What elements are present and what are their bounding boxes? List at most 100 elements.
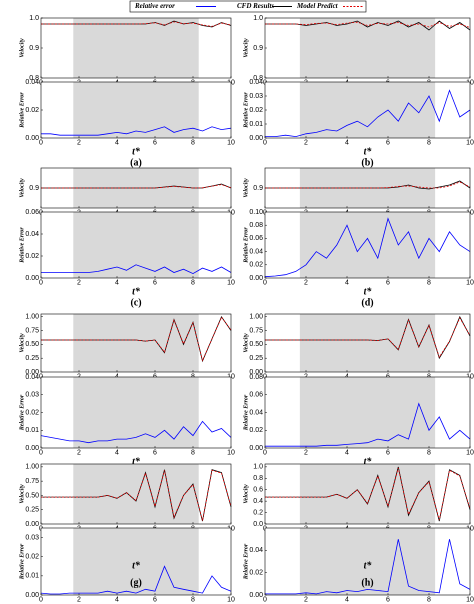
y-tick-label: 0.00	[25, 135, 39, 142]
y-tick-label: 0.02	[25, 409, 39, 416]
y-tick-label: 0.9	[29, 45, 39, 52]
series-line	[265, 89, 471, 138]
y-tick-label: 0.9	[29, 185, 39, 192]
y-tick-label: 0.50	[25, 341, 39, 348]
panel-label: (d)	[361, 297, 373, 308]
y-tick-label: 0.06	[249, 235, 263, 242]
y-tick-label: 0.10	[249, 209, 263, 216]
x-tick-label: 8	[191, 596, 195, 603]
series-line	[41, 184, 232, 189]
shaded-region	[299, 377, 436, 448]
y-tick-label: 0.01	[25, 573, 39, 580]
x-tick-label: 6	[153, 596, 157, 603]
y-axis-label: Velocity	[243, 333, 249, 353]
x-tick-label: 2	[304, 449, 308, 456]
x-tick-label: 2	[304, 279, 308, 286]
axes-frame	[40, 17, 232, 79]
series-line	[264, 217, 471, 278]
x-axis-label: t*	[132, 560, 141, 571]
x-tick-label: 0	[39, 596, 43, 603]
x-tick-label: 6	[153, 279, 157, 286]
y-tick-label: 0.2	[253, 509, 263, 516]
series-line	[41, 264, 232, 275]
legend-label: Model Predict	[296, 2, 339, 10]
y-tick-label: 0.00	[25, 275, 39, 282]
x-tick-label: 2	[77, 596, 81, 603]
axes-frame	[264, 17, 471, 79]
x-axis-label: t*	[132, 456, 141, 467]
y-tick-label: 0.00	[249, 275, 263, 282]
y-tick-label: 0.02	[25, 253, 39, 260]
shaded-region	[73, 314, 199, 372]
axes-frame	[264, 376, 471, 449]
y-tick-label: 0.02	[25, 107, 39, 114]
y-tick-label: 0.25	[25, 507, 39, 514]
x-axis-label: t*	[364, 146, 373, 157]
legend-label: CFD Results	[237, 2, 274, 10]
axes-frame	[40, 167, 232, 209]
x-axis-label: t*	[132, 146, 141, 157]
y-tick-label: 1.00	[25, 464, 39, 471]
series-line	[265, 539, 471, 595]
x-tick-label: 6	[153, 139, 157, 146]
x-tick-label: 10	[227, 279, 235, 286]
y-axis-label: Relative Error	[19, 394, 25, 431]
y-tick-label: 0.02	[249, 262, 263, 269]
y-tick-label: 0.03	[249, 93, 263, 100]
y-tick-label: 0.00	[249, 135, 263, 142]
y-tick-label: 0.00	[25, 369, 39, 376]
x-tick-label: 8	[427, 449, 431, 456]
y-tick-label: 0.02	[25, 554, 39, 561]
x-axis-label: t*	[364, 560, 373, 571]
y-axis-label: Relative Error	[19, 543, 25, 580]
series-line	[40, 565, 232, 595]
legend-label: Relative error	[134, 2, 175, 10]
x-tick-label: 6	[386, 139, 390, 146]
axes-frame	[40, 527, 232, 596]
x-tick-label: 0	[263, 139, 267, 146]
y-axis-label: Velocity	[243, 178, 249, 198]
series-line	[265, 181, 471, 189]
axes-frame	[40, 463, 232, 525]
x-tick-label: 8	[427, 596, 431, 603]
x-tick-label: 10	[466, 596, 474, 603]
x-tick-label: 10	[466, 279, 474, 286]
axes-frame	[264, 211, 471, 279]
y-axis-label: Velocity	[243, 38, 249, 58]
axes-frame	[40, 211, 232, 279]
x-tick-label: 4	[345, 139, 349, 146]
axes-frame	[40, 313, 232, 373]
y-axis-label: Relative Error	[243, 543, 249, 580]
x-axis-label: t*	[364, 456, 373, 467]
x-tick-label: 10	[466, 139, 474, 146]
series-line	[265, 317, 471, 359]
y-axis-label: Velocity	[243, 484, 249, 504]
x-axis-label: t*	[132, 286, 141, 297]
series-line	[265, 467, 471, 521]
panel-label: (a)	[130, 157, 142, 168]
y-tick-label: 0.00	[25, 592, 39, 599]
y-axis-label: Relative Error	[19, 92, 25, 129]
x-tick-label: 8	[191, 449, 195, 456]
y-tick-label: 0.02	[249, 570, 263, 577]
shaded-region	[73, 377, 199, 448]
y-tick-label: 0.50	[249, 341, 263, 348]
x-tick-label: 0	[39, 279, 43, 286]
x-tick-label: 4	[115, 139, 119, 146]
y-tick-label: 0.75	[25, 327, 39, 334]
shaded-region	[73, 212, 199, 278]
legend-box	[129, 0, 367, 13]
y-axis-label: Relative Error	[19, 227, 25, 264]
y-tick-label: 0.9	[253, 185, 263, 192]
y-tick-label: 0.8	[253, 75, 263, 82]
x-tick-label: 4	[345, 596, 349, 603]
shaded-region	[299, 18, 436, 78]
series-line	[41, 21, 232, 27]
x-tick-label: 10	[227, 596, 235, 603]
y-axis-label: Velocity	[19, 333, 25, 353]
x-tick-label: 8	[427, 279, 431, 286]
series-line	[265, 21, 471, 28]
y-tick-label: 0.25	[25, 355, 39, 362]
x-tick-label: 8	[427, 139, 431, 146]
x-tick-label: 2	[77, 279, 81, 286]
